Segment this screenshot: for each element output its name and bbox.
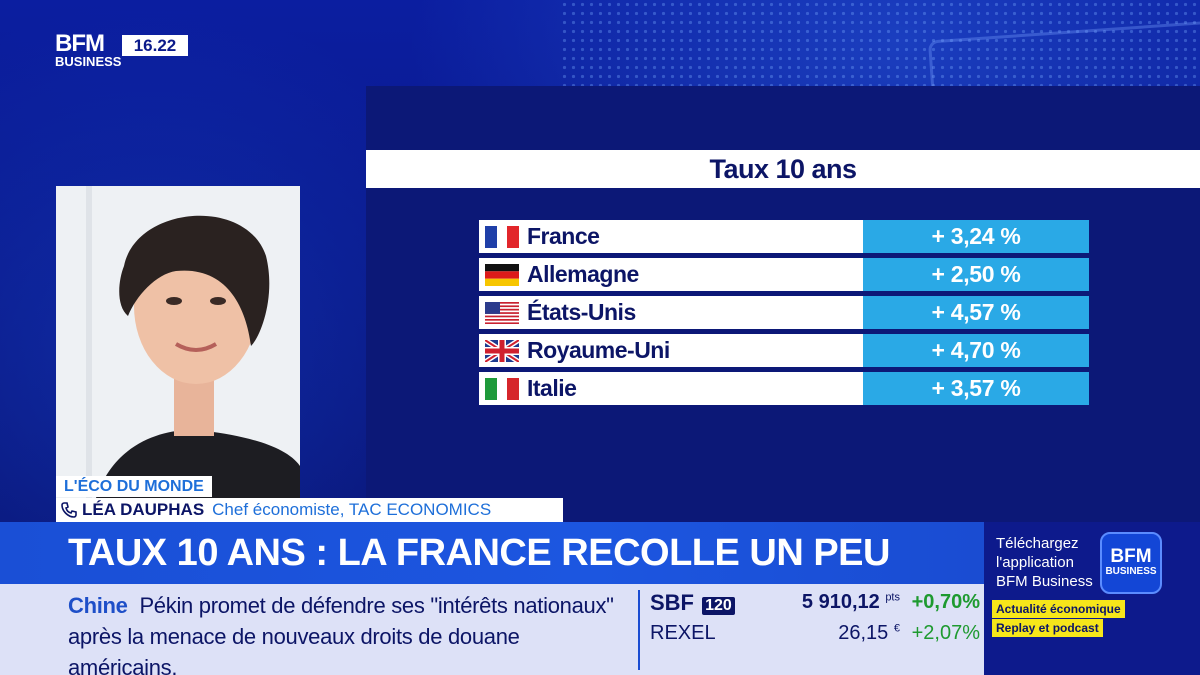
index-row: SBF 120 5 910,12 pts +0,70% (650, 588, 980, 619)
headline: TAUX 10 ANS : LA FRANCE RECOLLE UN PEU (0, 522, 984, 584)
rate-value: + 4,70 % (863, 334, 1089, 367)
stock-name: REXEL (650, 622, 716, 644)
row-country: États-Unis (479, 296, 863, 329)
row-country: Italie (479, 372, 863, 405)
rate-value: + 4,57 % (863, 296, 1089, 329)
country-name: France (527, 223, 600, 249)
guest-role: Chef économiste, TAC ECONOMICS (212, 500, 492, 519)
country-name: États-Unis (527, 299, 636, 325)
stock-change: +2,07% (911, 622, 980, 644)
row-country: Royaume-Uni (479, 334, 863, 367)
table-row: Italie + 3,57 % (479, 372, 1089, 405)
ticker-news: Chine Pékin promet de défendre ses "inté… (68, 590, 628, 675)
app-logo: BFM BUSINESS (1100, 532, 1162, 594)
index-name: SBF 120 (650, 590, 735, 616)
promo-text: Téléchargez l'application BFM Business (996, 534, 1093, 591)
table-row: États-Unis + 4,57 % (479, 296, 1089, 329)
ticker-divider (638, 590, 640, 670)
market-ticker: SBF 120 5 910,12 pts +0,70% REXEL 26,15 … (650, 588, 980, 650)
country-name: Allemagne (527, 261, 639, 287)
uk-flag-icon (485, 339, 519, 362)
ticker-text: Pékin promet de défendre ses "intérêts n… (68, 593, 614, 675)
clock: 16.22 (122, 35, 188, 56)
row-country: Allemagne (479, 258, 863, 291)
france-flag-icon (485, 225, 519, 248)
table-row: France + 3,24 % (479, 220, 1089, 253)
stock-value: 26,15 € (838, 622, 900, 644)
promo-badge-news: Actualité économique (992, 600, 1125, 618)
background-world-map (560, 0, 1200, 90)
promo-line: BFM Business (996, 573, 1093, 590)
guest-photo (56, 186, 300, 498)
app-promo: Téléchargez l'application BFM Business B… (984, 522, 1200, 675)
stock-row: REXEL 26,15 € +2,07% (650, 619, 980, 650)
phone-icon (56, 498, 82, 522)
rate-table: France + 3,24 % Allemagne + 2,50 % (479, 220, 1089, 410)
rate-value: + 3,57 % (863, 372, 1089, 405)
show-name: L'ÉCO DU MONDE (56, 476, 212, 497)
row-country: France (479, 220, 863, 253)
table-row: Royaume-Uni + 4,70 % (479, 334, 1089, 367)
guest-name: LÉA DAUPHAS (82, 500, 205, 519)
index-unit: pts (885, 591, 900, 604)
italy-flag-icon (485, 377, 519, 400)
index-change: +0,70% (911, 591, 980, 613)
chart-title: Taux 10 ans (366, 150, 1200, 188)
logo-business: BUSINESS (55, 54, 122, 69)
country-name: Royaume-Uni (527, 337, 670, 363)
germany-flag-icon (485, 263, 519, 286)
index-value: 5 910,12 pts (801, 591, 900, 613)
rate-value: + 2,50 % (863, 258, 1089, 291)
promo-badge-replay: Replay et podcast (992, 619, 1103, 637)
country-name: Italie (527, 375, 577, 401)
rate-value: + 3,24 % (863, 220, 1089, 253)
usa-flag-icon (485, 301, 519, 324)
logo-bfm: BFM (55, 30, 105, 57)
ticker-category: Chine (68, 593, 128, 618)
promo-line: l'application (996, 554, 1074, 571)
stock-unit: € (893, 622, 900, 635)
news-ticker: Chine Pékin promet de défendre ses "inté… (0, 584, 984, 675)
index-number: 120 (702, 597, 735, 615)
promo-line: Téléchargez (996, 535, 1079, 552)
guest-lower-third: LÉA DAUPHAS Chef économiste, TAC ECONOMI… (56, 498, 563, 522)
table-row: Allemagne + 2,50 % (479, 258, 1089, 291)
channel-logo: BFM BUSINESS (55, 30, 122, 69)
